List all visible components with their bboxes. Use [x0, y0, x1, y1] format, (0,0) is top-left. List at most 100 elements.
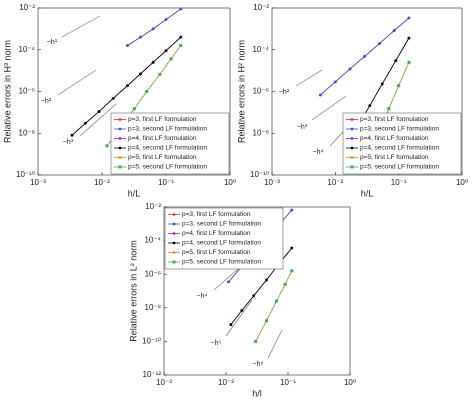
y-tick-label: 10⁻⁸ [19, 128, 36, 137]
marker [139, 35, 142, 39]
marker [333, 80, 337, 84]
marker [145, 90, 149, 93]
legend-box [164, 207, 284, 270]
y-tick-label: 10⁻⁴ [252, 45, 269, 54]
marker [179, 43, 183, 47]
marker [290, 246, 294, 250]
legend-label: p=5, first LF formulation [182, 249, 251, 256]
legend-label: p=3, second LF formulation [360, 126, 439, 133]
slope-guide [79, 103, 117, 137]
slope-guide [295, 69, 323, 87]
legend-label: p=5, first LF formulation [360, 154, 429, 161]
y-tick-label: 10⁻⁶ [145, 269, 161, 278]
marker [179, 7, 183, 11]
marker [252, 294, 256, 298]
legend-box [342, 112, 462, 175]
legend-marker [118, 118, 122, 121]
slope-guide [267, 329, 283, 359]
marker [394, 59, 398, 63]
marker [265, 278, 268, 282]
legend-label: p=4, second LF formulation [128, 145, 207, 152]
slope-annotation: ~h² [41, 98, 52, 105]
slope-annotation: ~h⁴ [197, 293, 208, 300]
legend-box [110, 112, 230, 175]
y-tick-label: 10⁻⁶ [19, 87, 35, 96]
marker [139, 72, 142, 76]
marker [126, 84, 129, 88]
marker [227, 280, 230, 284]
x-tick-label: 10⁻² [94, 178, 110, 187]
legend-label: p=4, first LF formulation [360, 135, 429, 142]
x-tick-label: 10⁻² [327, 178, 343, 187]
legend-label: p=5, second LF formulation [128, 164, 207, 171]
legend-label: p=4, first LF formulation [128, 135, 197, 142]
legend-marker [350, 127, 354, 131]
legend-label: p=3, second LF formulation [128, 126, 207, 133]
legend-label: p=3, first LF formulation [360, 116, 429, 123]
slope-guide [57, 69, 97, 96]
x-tick-label: 10⁻¹ [280, 378, 296, 387]
y-tick-label: 10⁻¹⁰ [250, 170, 269, 179]
marker [158, 72, 162, 76]
legend: p=3, first LF formulation p=3, second LF … [164, 207, 284, 270]
marker [348, 67, 352, 71]
y-tick-label: 10⁻¹⁰ [16, 170, 35, 179]
marker [169, 57, 173, 61]
marker [318, 93, 322, 97]
marker [397, 84, 401, 88]
legend-marker [172, 213, 176, 216]
legend-label: p=5, second LF formulation [182, 259, 261, 266]
x-tick-label: 10⁰ [344, 378, 356, 387]
marker [290, 208, 294, 212]
slope-annotation: ~h² [279, 89, 290, 96]
marker [83, 121, 87, 125]
marker [368, 104, 372, 108]
x-tick-label: 10⁻³ [30, 178, 46, 187]
marker [70, 133, 74, 137]
legend-label: p=5, second LF formulation [360, 164, 439, 171]
y-tick-label: 10⁻² [145, 202, 161, 211]
marker [229, 323, 233, 326]
legend-marker [118, 127, 122, 131]
x-tick-label: 10⁰ [456, 178, 468, 187]
marker [126, 44, 129, 47]
x-tick-label: 10⁻¹ [391, 178, 407, 187]
marker [407, 16, 411, 20]
legend: p=3, first LF formulation p=3, second LF … [110, 112, 230, 175]
marker [407, 60, 411, 64]
legend-marker [172, 251, 176, 254]
x-axis-label: h/L [361, 188, 374, 198]
marker [254, 339, 258, 343]
legend: p=3, first LF formulation p=3, second LF … [342, 112, 462, 175]
marker [97, 110, 101, 113]
marker [151, 27, 155, 31]
x-tick-label: 10⁻³ [156, 378, 172, 387]
marker [164, 49, 168, 53]
legend-label: p=3, first LF formulation [128, 116, 197, 123]
legend-marker [350, 165, 354, 169]
y-tick-label: 10⁻⁸ [253, 128, 270, 137]
legend-label: p=5, first LF formulation [128, 154, 197, 161]
y-tick-label: 10⁻⁶ [253, 87, 269, 96]
marker [105, 144, 109, 148]
y-tick-label: 10⁻⁴ [144, 236, 161, 245]
slope-annotation: ~h⁴ [313, 149, 324, 156]
y-axis-label: Relative errors in H³ norm [2, 40, 12, 143]
series-line [255, 270, 293, 342]
x-tick-label: 10⁰ [224, 178, 236, 187]
marker [380, 82, 384, 86]
legend-marker [172, 241, 176, 245]
marker [283, 282, 287, 286]
slope-annotation: ~h⁵ [211, 340, 222, 347]
y-axis-label: Relative errors in H² norm [236, 40, 246, 143]
slope-annotation: ~h¹ [47, 39, 58, 46]
legend-label: p=4, second LF formulation [360, 145, 439, 152]
x-axis-label: h/L [128, 188, 141, 198]
legend-marker [118, 165, 122, 169]
x-axis-label: h/l [252, 388, 262, 398]
marker [151, 60, 155, 64]
slope-guide [311, 95, 347, 121]
y-tick-label: 10⁻¹⁰ [142, 337, 161, 346]
legend-label: p=4, first LF formulation [182, 230, 251, 237]
marker [240, 309, 244, 312]
